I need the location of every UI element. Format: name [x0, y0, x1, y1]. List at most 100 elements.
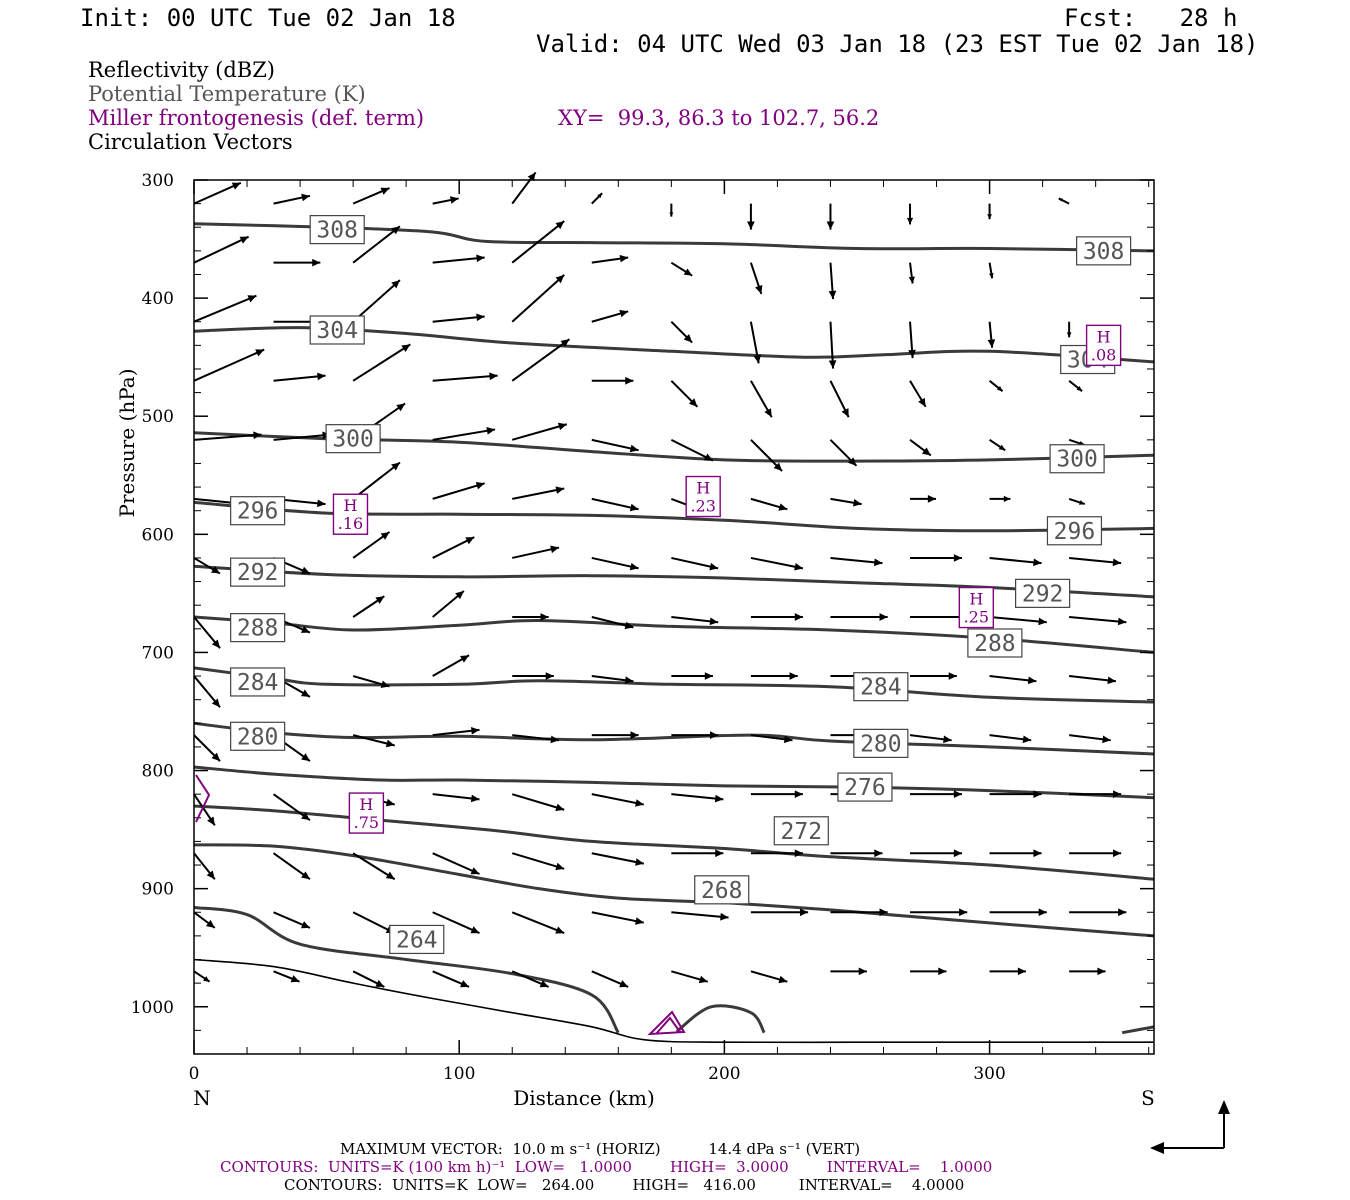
circulation-vector: [750, 849, 803, 858]
north-label: N: [193, 1086, 211, 1110]
circulation-vector: [432, 852, 480, 875]
circulation-vector: [910, 849, 963, 858]
circulation-vector: [591, 192, 603, 205]
circulation-vector: [273, 258, 321, 267]
circulation-vector: [749, 262, 763, 295]
circulation-vector: [989, 849, 1042, 858]
theta-label-308: 308: [309, 215, 365, 245]
legend-theta: Potential Temperature (K): [88, 82, 366, 106]
circulation-vector: [432, 793, 480, 803]
plot-frame: [193, 179, 1155, 1055]
circulation-vector: [591, 731, 639, 739]
circulation-vector: [670, 261, 693, 277]
circulation-vector: [352, 852, 396, 881]
circulation-vector: [1069, 849, 1122, 858]
circulation-vector: [750, 380, 773, 418]
circulation-vector: [193, 348, 265, 382]
circulation-vector: [511, 338, 571, 382]
circulation-vector: [432, 372, 498, 382]
theta-contour-280: [194, 721, 1154, 756]
circulation-vector: [910, 554, 963, 562]
circulation-vector: [671, 616, 719, 626]
y-tick-label: 600: [142, 525, 174, 545]
theta-label-308: 308: [1076, 236, 1132, 266]
circulation-vector: [1068, 380, 1083, 392]
circulation-vector: [591, 309, 629, 323]
circulation-vector: [1066, 321, 1072, 338]
svg-text:288: 288: [974, 631, 1016, 657]
y-axis-label: Pressure (hPa): [115, 369, 139, 518]
circulation-vector: [352, 279, 401, 323]
circulation-vector: [511, 911, 565, 934]
circulation-vector: [273, 372, 326, 382]
circulation-vector: [988, 380, 1004, 392]
circulation-vector: [512, 734, 560, 744]
theta-contour-292: [194, 564, 1154, 599]
circulation-vector: [193, 235, 250, 264]
circulation-vector: [830, 497, 862, 507]
circulation-vector: [669, 203, 674, 217]
circulation-vector: [910, 967, 947, 976]
theta-label-288: 288: [967, 628, 1023, 658]
frontogenesis-max: H.23: [685, 475, 721, 518]
circulation-vector: [989, 556, 1042, 567]
footer-max-vector: MAXIMUM VECTOR: 10.0 m s⁻¹ (HORIZ) 14.4 …: [340, 1140, 861, 1158]
circulation-vector: [1069, 908, 1127, 917]
circulation-vector: [352, 595, 385, 618]
circulation-vector: [1069, 734, 1111, 744]
x-tick-label: 300: [973, 1064, 1005, 1084]
circulation-vector: [989, 616, 1047, 626]
circulation-vector: [989, 675, 1037, 685]
circulation-vector: [591, 970, 629, 988]
circulation-vector: [1069, 790, 1122, 799]
circulation-vector: [750, 908, 809, 917]
circulation-vector: [432, 911, 480, 934]
circulation-vector: [908, 262, 915, 284]
theta-label-300: 300: [325, 424, 381, 454]
theta-label-304: 304: [309, 315, 365, 345]
theta-label-272: 272: [773, 816, 829, 846]
circulation-vector: [193, 294, 257, 323]
y-tick-label: 700: [142, 643, 174, 663]
circulation-vector: [193, 181, 242, 205]
circulation-vector: [512, 486, 565, 500]
circulation-vector: [512, 672, 554, 680]
svg-text:308: 308: [1083, 239, 1125, 265]
init-time: Init: 00 UTC Tue 02 Jan 18: [80, 4, 456, 32]
circulation-vector: [1069, 556, 1122, 567]
circulation-vector: [910, 672, 957, 680]
circulation-vector: [591, 616, 634, 630]
x-tick-label: 200: [708, 1064, 740, 1084]
circulation-vector: [910, 908, 968, 917]
circulation-vector: [750, 970, 788, 984]
valid-time: Valid: 04 UTC Wed 03 Jan 18 (23 EST Tue …: [536, 30, 1259, 58]
circulation-vector: [828, 262, 837, 300]
south-label: S: [1141, 1086, 1155, 1110]
circulation-vector: [591, 376, 634, 385]
svg-text:284: 284: [860, 675, 902, 701]
circulation-vector: [830, 556, 883, 567]
circulation-vector: [910, 495, 937, 503]
circulation-vector: [432, 654, 470, 677]
circulation-vector: [989, 495, 1011, 503]
circulation-vector: [432, 590, 465, 618]
theta-label-288: 288: [230, 613, 286, 643]
x-axis-label: Distance (km): [513, 1086, 655, 1110]
circulation-vector: [512, 545, 560, 559]
footer-contours-frontogenesis: CONTOURS: UNITS=K (100 km h)⁻¹ LOW= 1.00…: [220, 1158, 993, 1176]
circulation-vector: [909, 734, 952, 744]
circulation-vector: [829, 439, 858, 467]
circulation-vector: [193, 793, 216, 826]
footer-contours-theta: CONTOURS: UNITS=K LOW= 264.00 HIGH= 416.…: [284, 1176, 965, 1194]
theta-label-284: 284: [853, 672, 909, 702]
circulation-vector: [352, 911, 396, 934]
circulation-vector: [511, 793, 565, 812]
circulation-vector: [671, 556, 719, 571]
frontogenesis-max-label: H: [1097, 327, 1111, 346]
x-tick-label: 0: [189, 1064, 200, 1084]
circulation-vector: [193, 431, 262, 441]
circulation-vector: [591, 497, 639, 512]
circulation-vector: [352, 343, 411, 382]
theta-label-284: 284: [230, 667, 286, 697]
